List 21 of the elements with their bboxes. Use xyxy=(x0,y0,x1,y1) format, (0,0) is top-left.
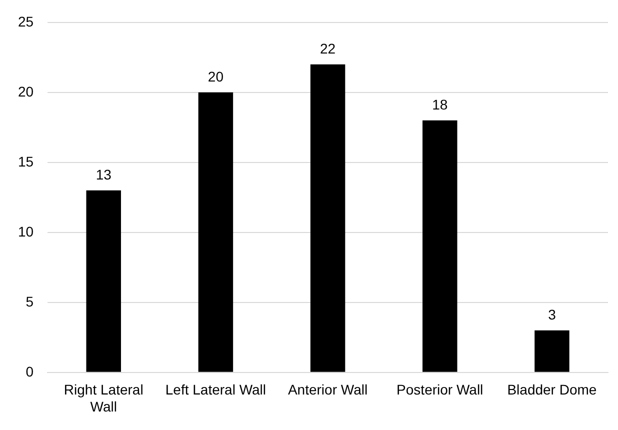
y-tick-label: 5 xyxy=(26,293,34,310)
bar xyxy=(422,120,458,372)
bar xyxy=(86,190,121,372)
x-tick-label: Posterior Wall xyxy=(396,382,484,398)
data-label: 22 xyxy=(320,40,336,56)
bar xyxy=(534,330,570,372)
x-tick-label: Left Lateral Wall xyxy=(165,382,266,398)
y-tick-label: 25 xyxy=(18,13,34,30)
data-label: 13 xyxy=(96,166,112,182)
data-label: 18 xyxy=(432,96,448,112)
bar xyxy=(198,92,234,372)
y-tick-label: 10 xyxy=(18,223,34,240)
y-tick-label: 20 xyxy=(18,83,34,100)
data-label: 20 xyxy=(208,68,224,84)
y-tick-label: 15 xyxy=(18,153,34,170)
x-tick-label: Anterior Wall xyxy=(288,382,368,398)
bar xyxy=(310,64,346,372)
x-tick-label: Right Lateral Wall xyxy=(64,382,144,414)
y-tick-label: 0 xyxy=(26,363,34,380)
data-label: 3 xyxy=(548,306,556,322)
x-tick-label: Bladder Dome xyxy=(507,382,597,398)
